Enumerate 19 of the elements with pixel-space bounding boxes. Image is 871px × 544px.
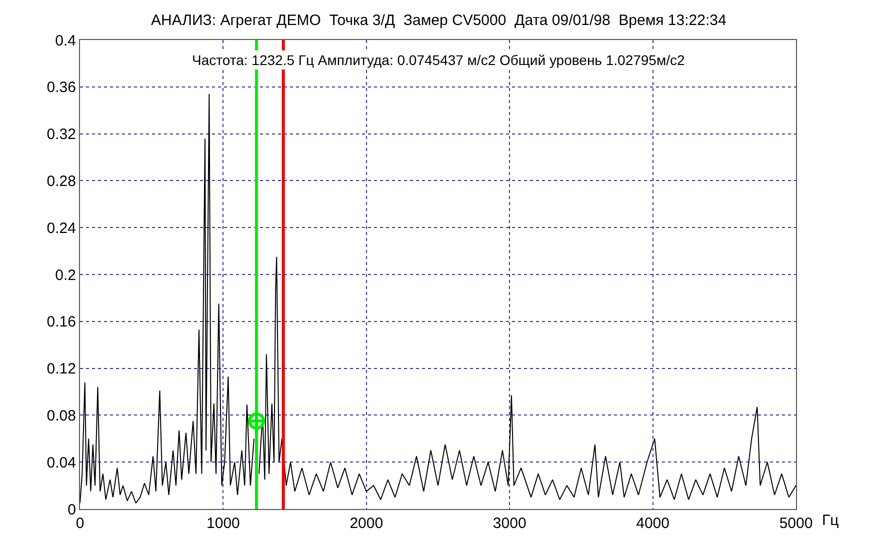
y-tick-label: 0 xyxy=(68,501,76,518)
x-tick-label: 3000 xyxy=(492,515,526,532)
y-tick-label: 0.2 xyxy=(55,266,76,284)
y-tick-label: 0.16 xyxy=(46,314,76,331)
y-tick-label: 0.04 xyxy=(46,454,76,472)
y-tick-label: 0.32 xyxy=(46,126,76,144)
chart-title: АНАЛИЗ: Агрегат ДЕМО Точка 3/Д Замер CV5000 Дата 09/01/98 Время 13:22:34 xyxy=(151,12,726,29)
y-tick-label: 0.36 xyxy=(46,79,76,96)
text: Частота: 1232.5 Гц Амплитуда: 0.0745437 м/с2 Общий уровень 1.02795м/с2 xyxy=(192,52,685,68)
x-axis-title: Гц xyxy=(822,512,840,529)
y-tick-label: 0.28 xyxy=(46,172,76,190)
y-tick-label: 0.08 xyxy=(46,407,76,424)
y-tick-label: 0.12 xyxy=(46,360,76,378)
x-tick-label: 2000 xyxy=(350,515,384,532)
x-tick-label: 5000 xyxy=(779,515,813,532)
y-tick-label: 0.4 xyxy=(55,32,76,50)
x-tick-label: 4000 xyxy=(636,515,670,532)
y-tick-label: 0.24 xyxy=(46,220,76,237)
x-tick-label: 1000 xyxy=(206,515,240,532)
